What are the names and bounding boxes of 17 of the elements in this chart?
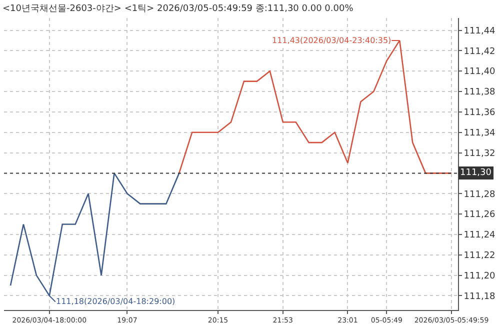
y-tick-label: 111,24 — [464, 230, 496, 241]
y-tick-label: 111,34 — [464, 128, 496, 138]
y-tick-label: 111,22 — [464, 251, 496, 262]
y-tick-label: 111,26 — [464, 210, 496, 220]
y-tick-label: 111,36 — [464, 108, 496, 118]
y-tick-label: 111,28 — [464, 190, 496, 200]
y-tick-label: 111,40 — [464, 67, 496, 78]
y-tick-label: 111,44 — [464, 26, 496, 36]
y-tick-label: 111,20 — [464, 271, 496, 282]
y-tick-label: 111,18 — [464, 292, 496, 302]
chart-title: <10년국채선물-2603-야간> <1틱> 2026/03/05-05:49:59 종:111,30 0.00 0.00% — [2, 4, 354, 14]
y-tick-label: 111,38 — [464, 88, 496, 98]
annotation: 111,18(2026/03/04-18:29:00) — [56, 297, 176, 306]
y-tick-label: 111,42 — [464, 46, 496, 57]
y-tick-label: 111,32 — [464, 148, 496, 159]
ref-line-label: 111,30 — [460, 168, 492, 178]
annotation: 111,43(2026/03/04-23:40:35) — [272, 36, 392, 45]
